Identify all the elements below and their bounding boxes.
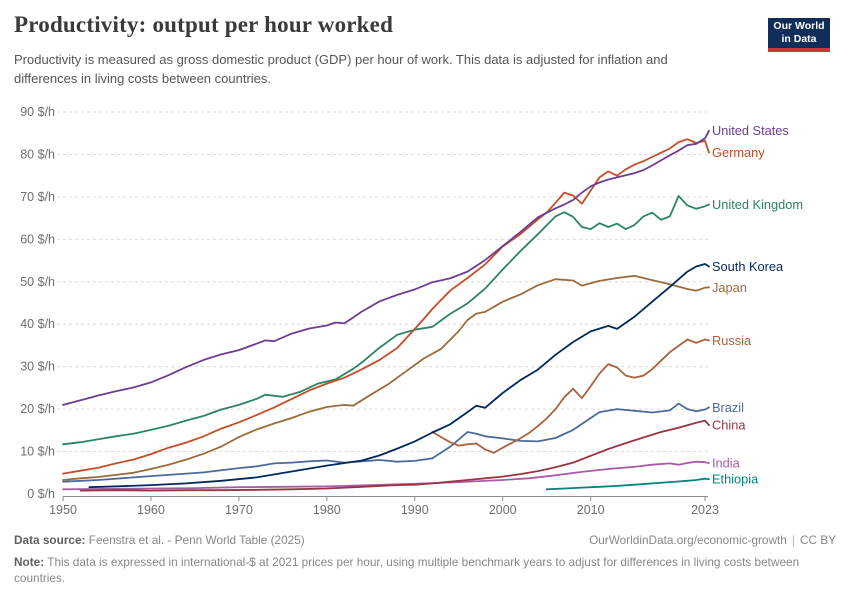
y-axis-tick-label: 60 $/h: [20, 232, 55, 246]
series-line-germany: [62, 138, 710, 475]
series-label-china: China: [712, 418, 746, 433]
attribution-divider: |: [791, 533, 795, 547]
chart-subtitle: Productivity is measured as gross domest…: [14, 52, 668, 86]
x-axis-tick-label: 2010: [577, 503, 605, 517]
owid-logo-line2: in Data: [781, 33, 817, 45]
y-axis-tick-label: 0 $/h: [27, 487, 55, 501]
x-axis-tick-label: 2023: [691, 503, 719, 517]
series-label-russia: Russia: [712, 333, 752, 348]
data-source-label: Data source:: [14, 533, 86, 547]
line-chart-canvas: 0 $/h 10 $/h 20 $/h 30 $/h 40 $/h 50 $/h 60 $/…: [20, 105, 803, 517]
chart-footer: Data source: Feenstra et al. - Penn Worl…: [14, 532, 836, 587]
x-axis-tick-label: 1950: [49, 503, 77, 517]
y-axis-tick-label: 70 $/h: [20, 190, 55, 204]
x-axis-tick-label: 1980: [313, 503, 341, 517]
y-axis-tick-label: 80 $/h: [20, 147, 55, 161]
series-line-south-korea: [88, 263, 710, 489]
license-label: CC BY: [799, 533, 836, 547]
series-label-germany: Germany: [712, 145, 765, 160]
y-axis-tick-label: 20 $/h: [20, 402, 55, 416]
series-line-united-kingdom: [62, 195, 710, 446]
y-axis-tick-label: 50 $/h: [20, 275, 55, 289]
series-label-india: India: [712, 456, 741, 471]
series-line-india: [62, 460, 710, 491]
x-axis-tick-label: 1990: [401, 503, 429, 517]
y-axis-tick-label: 30 $/h: [20, 360, 55, 374]
note-text: This data is expressed in international-…: [14, 554, 800, 586]
chart-note: Note: This data is expressed in internat…: [14, 554, 824, 587]
series-line-china: [79, 419, 710, 492]
series-label-united-states: United States: [712, 123, 789, 138]
y-axis-tick-label: 40 $/h: [20, 317, 55, 331]
owid-logo-line1: Our World: [773, 20, 825, 33]
owid-logo-accent-bar: [768, 48, 830, 52]
series-label-united-kingdom: United Kingdom: [712, 197, 803, 212]
series-label-japan: Japan: [712, 280, 747, 295]
note-label: Note:: [14, 554, 45, 569]
series-label-ethiopia: Ethiopia: [712, 472, 759, 487]
series-label-south-korea: South Korea: [712, 259, 784, 274]
series-line-japan: [62, 274, 710, 481]
series-line-ethiopia: [545, 477, 710, 491]
owid-link[interactable]: OurWorldinData.org/economic-growth: [589, 533, 787, 547]
x-axis-tick-label: 1960: [137, 503, 165, 517]
attribution: OurWorldinData.org/economic-growth | CC BY: [589, 532, 836, 549]
x-axis-tick-label: 2000: [489, 503, 517, 517]
series-label-brazil: Brazil: [712, 400, 744, 415]
owid-logo: Our World in Data: [768, 18, 830, 48]
series-line-brazil: [62, 402, 710, 483]
data-source-text: Feenstra et al. - Penn World Table (2025…: [88, 533, 305, 547]
series-line-russia: [431, 338, 710, 454]
page-title: Productivity: output per hour worked: [14, 12, 394, 37]
x-axis-tick-label: 1970: [225, 503, 253, 517]
y-axis-tick-label: 10 $/h: [20, 445, 55, 459]
series-line-united-states: [62, 129, 710, 406]
data-source: Data source: Feenstra et al. - Penn Worl…: [14, 532, 305, 549]
y-axis-tick-label: 90 $/h: [20, 105, 55, 119]
